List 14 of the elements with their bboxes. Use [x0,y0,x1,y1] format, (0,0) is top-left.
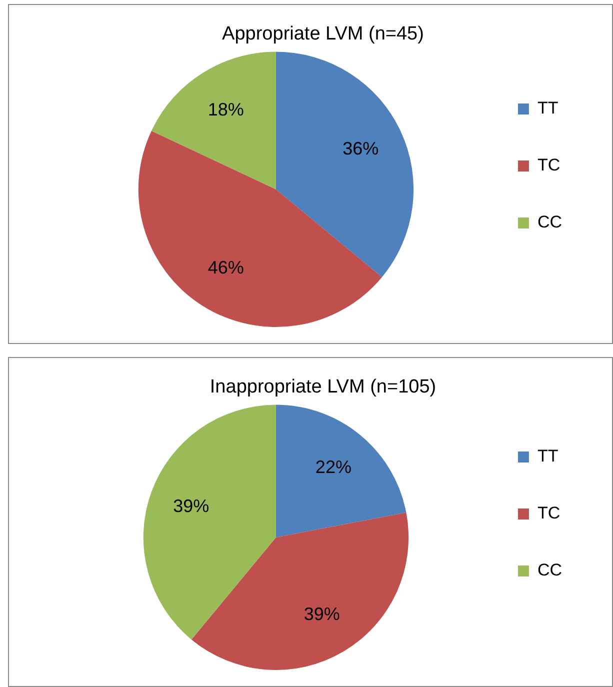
legend-label: TC [537,504,560,523]
data-label: 39% [173,496,210,516]
legend-label: TC [537,156,560,175]
data-label: 18% [208,99,244,120]
data-label: 36% [342,138,379,159]
legend-label: TT [537,446,558,466]
data-label: 22% [315,456,352,477]
data-label: 46% [208,257,244,278]
legend-label: TT [537,98,558,118]
data-label: 39% [304,604,340,624]
chart-title: Appropriate LVM (n=45) [222,24,424,45]
chart-title: Inappropriate LVM (n=105) [210,376,436,398]
legend-label: CC [537,560,562,580]
legend-label: CC [537,212,562,232]
